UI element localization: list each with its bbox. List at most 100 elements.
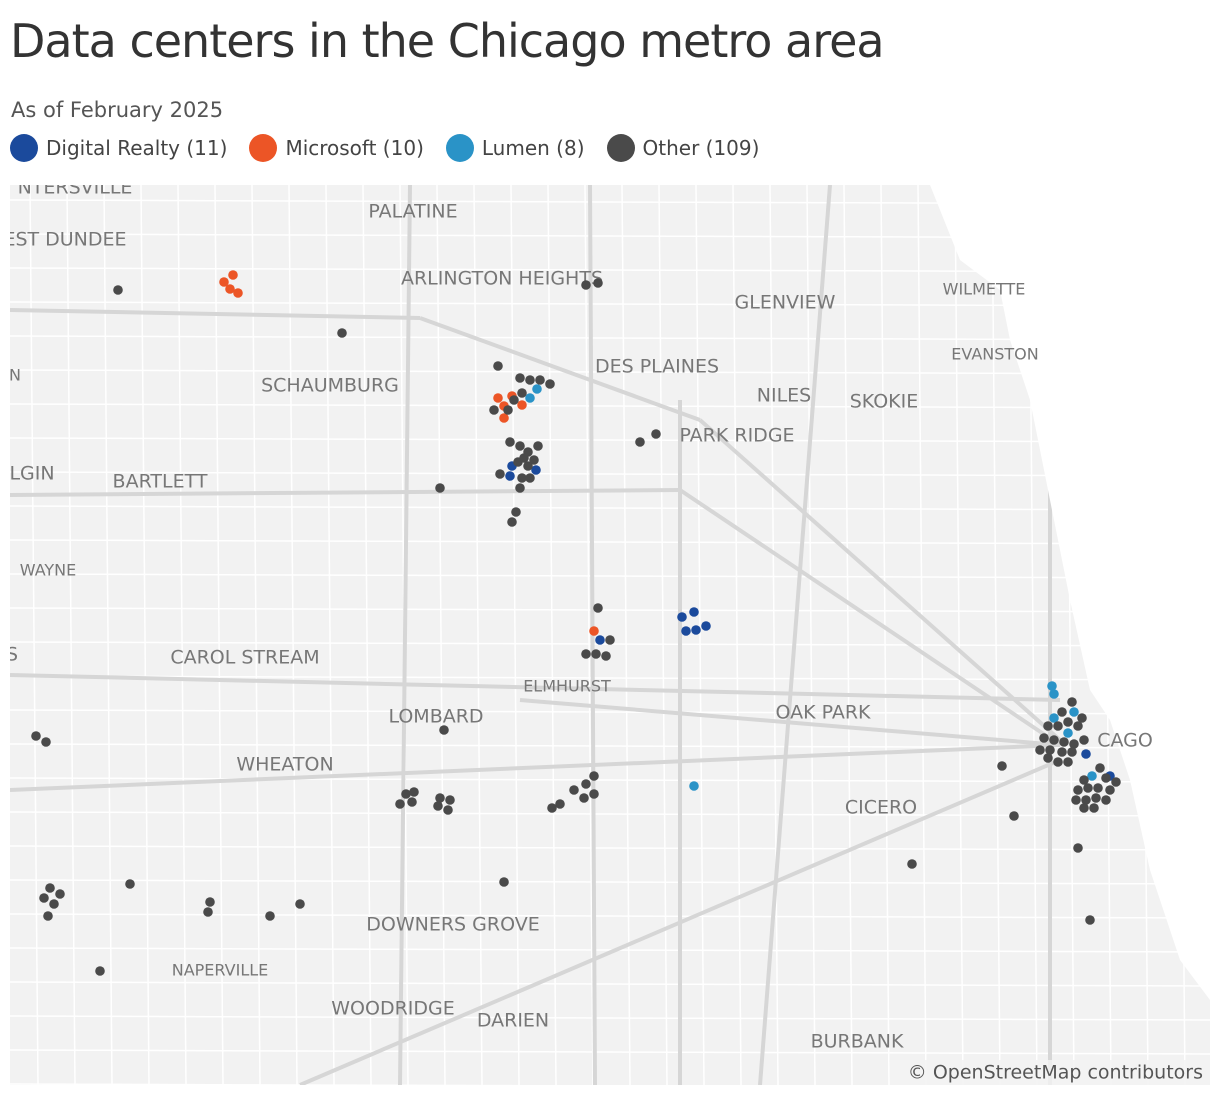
highway <box>10 488 681 497</box>
data-center <box>535 375 545 385</box>
data-center <box>55 889 65 899</box>
data-center <box>529 455 539 465</box>
data-center <box>401 789 411 799</box>
place-label: ELMHURST <box>523 677 611 696</box>
data-center <box>113 285 123 295</box>
street <box>843 185 853 1085</box>
place-label: PALATINE <box>368 201 457 223</box>
street <box>103 185 113 1085</box>
street <box>325 185 335 1085</box>
highway <box>299 758 1061 1085</box>
street <box>991 185 1001 1085</box>
map: NTERSVILLE EST DUNDEE PALATINE ARLINGTON HE… <box>10 185 1210 1085</box>
street <box>10 879 1210 885</box>
data-center <box>601 651 611 661</box>
data-center <box>31 731 41 741</box>
data-center <box>39 893 49 903</box>
data-center <box>589 771 599 781</box>
data-center <box>1071 795 1081 805</box>
data-center <box>1089 803 1099 813</box>
highway <box>398 185 412 1085</box>
place-label: CICERO <box>845 797 917 819</box>
legend-label: Other (109) <box>642 136 760 160</box>
data-center <box>507 517 517 527</box>
data-center <box>495 469 505 479</box>
street <box>547 185 557 1085</box>
data-center <box>1079 803 1089 813</box>
data-center <box>499 413 509 423</box>
data-center <box>1049 713 1059 723</box>
place-label: DARIEN <box>477 1010 549 1032</box>
data-center <box>407 797 417 807</box>
street <box>66 185 76 1085</box>
data-center <box>1081 749 1091 759</box>
legend-label: Microsoft (10) <box>285 136 424 160</box>
data-center <box>907 859 917 869</box>
place-label: WOODRIDGE <box>331 998 455 1020</box>
place-label: LGIN <box>10 463 55 485</box>
place-label: ARLINGTON HEIGHTS <box>401 268 603 290</box>
data-center <box>205 897 215 907</box>
street <box>214 185 224 1085</box>
legend-item: Lumen (8) <box>445 134 585 162</box>
place-labels: NTERSVILLE EST DUNDEE PALATINE ARLINGTON HE… <box>10 185 1153 1053</box>
data-center <box>593 278 603 288</box>
place-label: LOMBARD <box>388 706 483 728</box>
data-center <box>689 607 699 617</box>
data-center <box>445 795 455 805</box>
data-center <box>1063 717 1073 727</box>
data-center <box>233 288 243 298</box>
attribution: © OpenStreetMap contributors <box>908 1062 1203 1084</box>
street <box>140 185 150 1085</box>
data-center <box>525 473 535 483</box>
data-center <box>228 270 238 280</box>
street <box>177 185 187 1085</box>
street <box>10 471 1210 477</box>
data-center <box>95 966 105 976</box>
data-center <box>517 388 527 398</box>
legend-label: Lumen (8) <box>481 136 585 160</box>
lake <box>930 185 1210 1000</box>
data-center <box>45 883 55 893</box>
street <box>473 185 483 1085</box>
data-center <box>515 483 525 493</box>
street <box>732 185 742 1085</box>
data-center <box>509 395 519 405</box>
street <box>251 185 261 1085</box>
street <box>584 185 594 1085</box>
data-center <box>1047 681 1057 691</box>
data-center <box>1057 707 1067 717</box>
data-center <box>581 649 591 659</box>
data-center <box>395 799 405 809</box>
data-center <box>589 789 599 799</box>
data-center <box>503 405 513 415</box>
data-center <box>581 280 591 290</box>
data-center <box>533 441 543 451</box>
data-center <box>525 375 535 385</box>
data-center <box>532 384 542 394</box>
data-center <box>1043 753 1053 763</box>
place-label: OAK PARK <box>775 702 871 724</box>
data-center <box>265 911 275 921</box>
place-label: SKOKIE <box>850 391 919 413</box>
data-center <box>1053 721 1063 731</box>
data-center <box>1063 728 1073 738</box>
highway <box>10 743 1061 792</box>
street <box>436 185 446 1085</box>
data-center <box>433 801 443 811</box>
street <box>10 505 1210 511</box>
data-center <box>489 405 499 415</box>
street <box>658 185 668 1085</box>
data-center <box>1095 763 1105 773</box>
place-label: DOWNERS GROVE <box>366 914 539 936</box>
data-center <box>1049 689 1059 699</box>
data-center <box>517 400 527 410</box>
street <box>10 539 1210 545</box>
data-center <box>1009 811 1019 821</box>
data-center <box>523 461 533 471</box>
data-center <box>515 441 525 451</box>
data-center <box>219 277 229 287</box>
data-center <box>1083 783 1093 793</box>
data-center <box>125 879 135 889</box>
data-center <box>43 911 53 921</box>
